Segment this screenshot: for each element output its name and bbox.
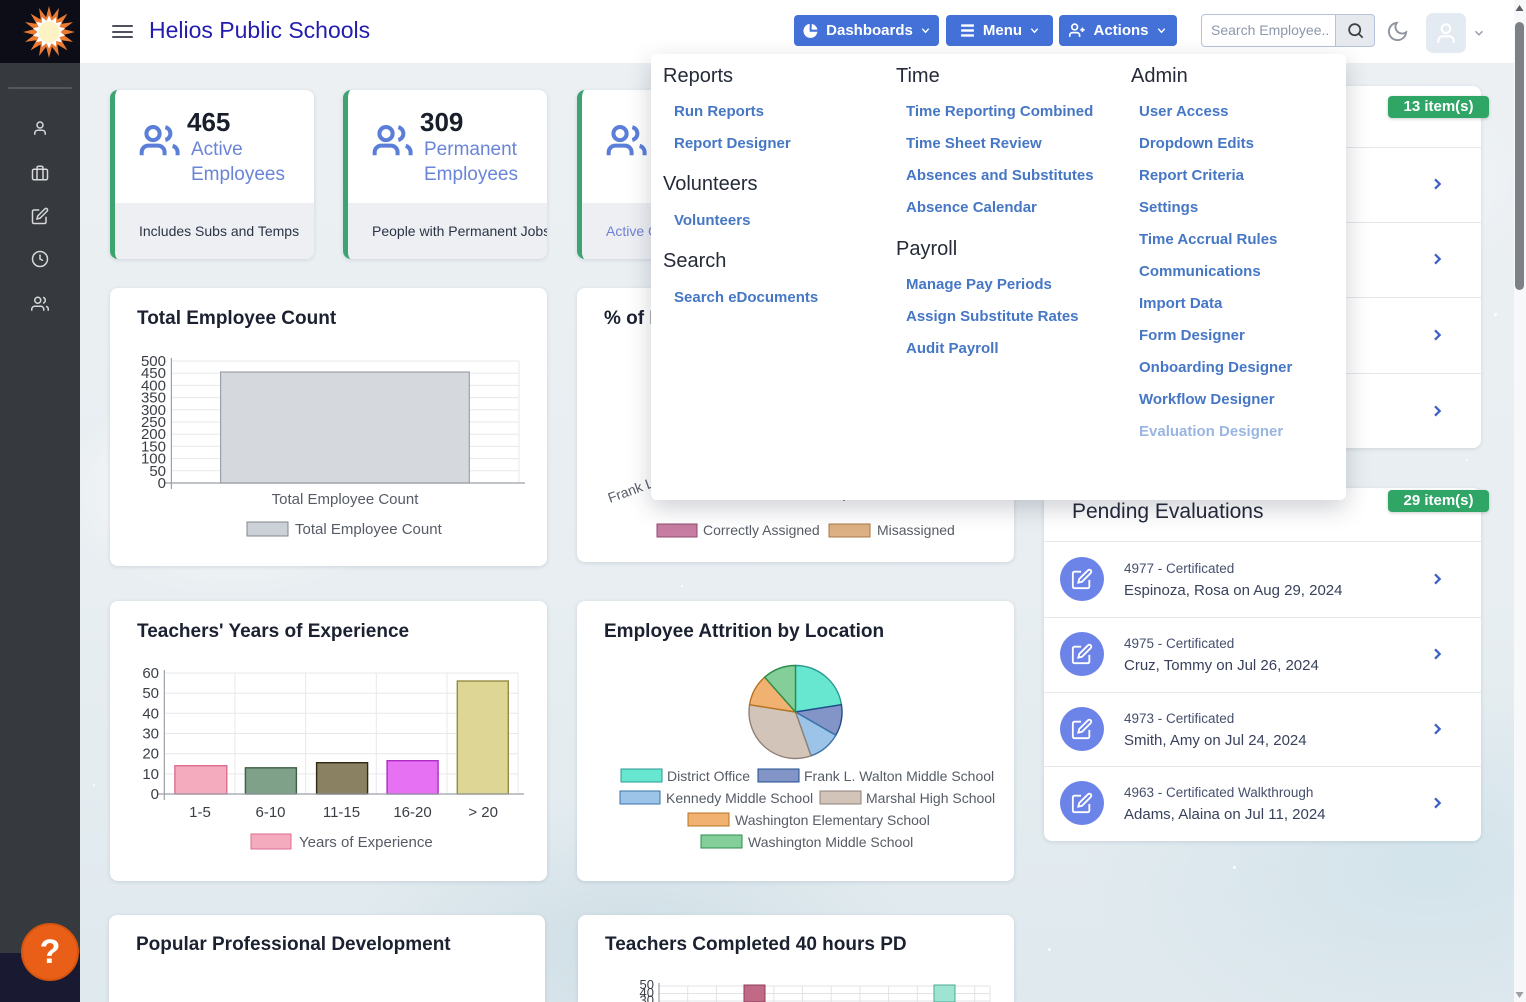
svg-text:Marshal High School: Marshal High School [866, 790, 995, 806]
svg-text:30: 30 [640, 993, 654, 1002]
svg-text:1-5: 1-5 [189, 804, 211, 821]
svg-text:300: 300 [141, 402, 166, 419]
svg-text:250: 250 [141, 414, 166, 431]
svg-text:50: 50 [640, 977, 654, 992]
svg-text:350: 350 [141, 390, 166, 407]
svg-text:40: 40 [142, 705, 159, 722]
svg-text:Frank L. Walton Middle School: Frank L. Walton Middle School [804, 768, 994, 784]
svg-text:0: 0 [151, 786, 159, 803]
svg-text:Washington Elementary School: Washington Elementary School [735, 812, 930, 828]
svg-text:100: 100 [141, 451, 166, 468]
svg-text:10: 10 [142, 766, 159, 783]
svg-text:400: 400 [141, 377, 166, 394]
svg-text:Years of Experience: Years of Experience [299, 834, 433, 851]
svg-text:Washington Middle School: Washington Middle School [748, 834, 913, 850]
svg-text:16-20: 16-20 [393, 804, 431, 821]
svg-text:150: 150 [141, 438, 166, 455]
svg-text:Correctly Assigned: Correctly Assigned [703, 522, 820, 538]
svg-text:60: 60 [142, 665, 159, 682]
svg-text:Misassigned: Misassigned [877, 522, 955, 538]
svg-text:Total Employee Count: Total Employee Count [295, 521, 443, 538]
svg-text:6-10: 6-10 [255, 804, 285, 821]
svg-text:30: 30 [142, 726, 159, 743]
svg-text:Total Employee Count: Total Employee Count [272, 491, 420, 508]
svg-text:200: 200 [141, 426, 166, 443]
svg-text:11-15: 11-15 [323, 804, 360, 821]
svg-text:40: 40 [640, 985, 654, 1000]
svg-text:Kennedy Middle School: Kennedy Middle School [666, 790, 813, 806]
svg-text:450: 450 [141, 365, 166, 382]
svg-text:500: 500 [141, 353, 166, 370]
svg-text:> 20: > 20 [468, 804, 498, 821]
svg-text:50: 50 [149, 463, 166, 480]
svg-text:0: 0 [158, 475, 166, 492]
svg-text:50: 50 [142, 685, 159, 702]
svg-text:District Office: District Office [667, 768, 750, 784]
svg-text:20: 20 [142, 746, 159, 763]
